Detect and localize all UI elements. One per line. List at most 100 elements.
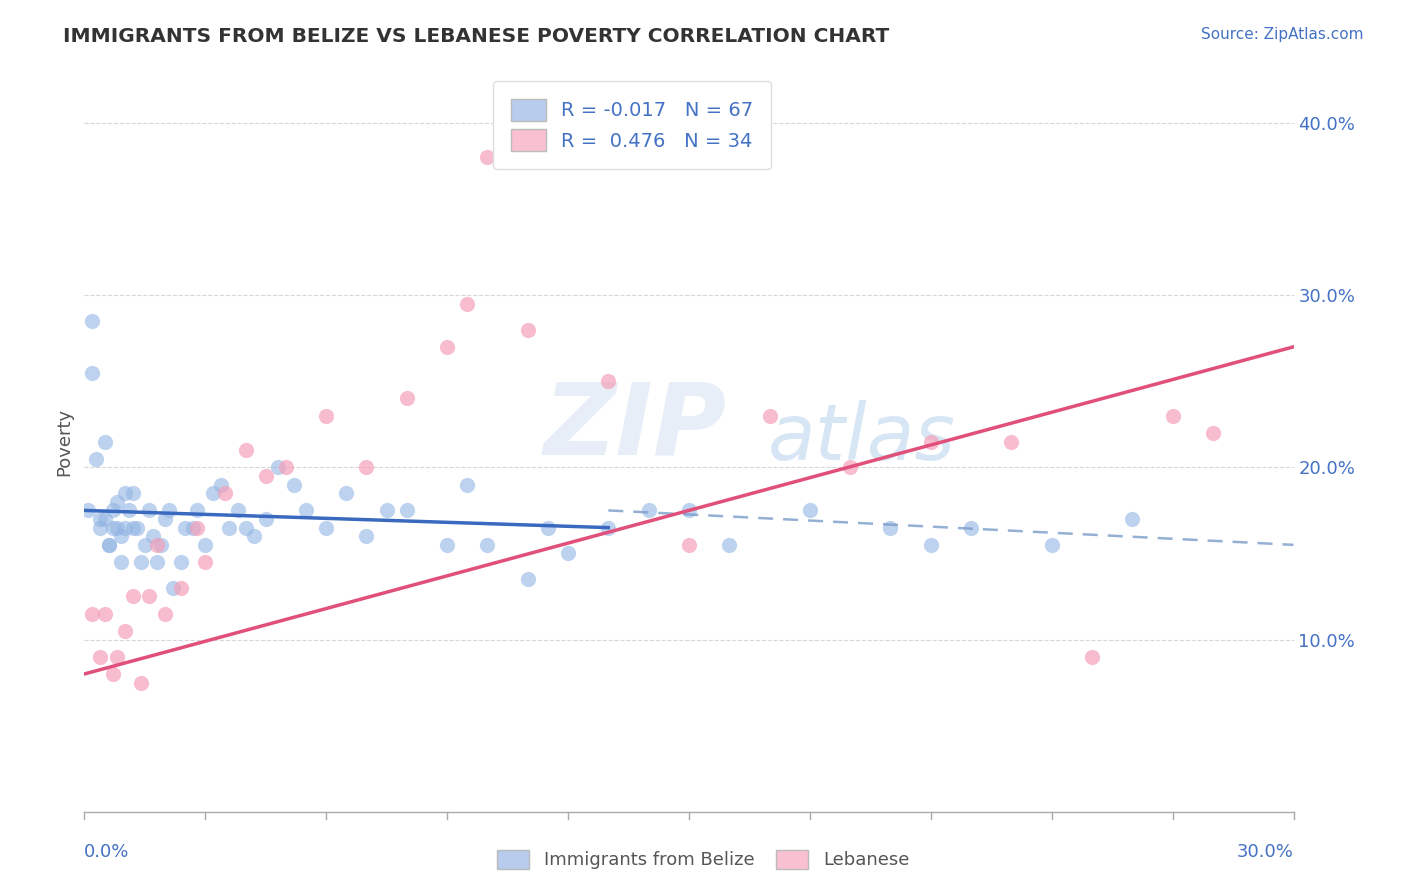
Text: 30.0%: 30.0% — [1237, 843, 1294, 861]
Point — [477, 151, 499, 165]
Point — [93, 512, 115, 526]
Point — [186, 503, 208, 517]
Point — [214, 486, 236, 500]
Point — [799, 503, 821, 517]
Point — [114, 624, 136, 638]
Point — [274, 460, 297, 475]
Point — [134, 538, 156, 552]
Point — [516, 572, 538, 586]
Point — [335, 486, 357, 500]
Text: ZIP: ZIP — [544, 378, 727, 475]
Point — [129, 675, 152, 690]
Point — [920, 434, 942, 449]
Text: Source: ZipAtlas.com: Source: ZipAtlas.com — [1201, 27, 1364, 42]
Point — [637, 503, 659, 517]
Point — [194, 555, 217, 569]
Point — [1202, 425, 1225, 440]
Point — [170, 555, 193, 569]
Point — [267, 460, 290, 475]
Text: IMMIGRANTS FROM BELIZE VS LEBANESE POVERTY CORRELATION CHART: IMMIGRANTS FROM BELIZE VS LEBANESE POVER… — [63, 27, 890, 45]
Point — [758, 409, 780, 423]
Legend: R = -0.017   N = 67, R =  0.476   N = 34: R = -0.017 N = 67, R = 0.476 N = 34 — [494, 81, 770, 169]
Point — [209, 477, 232, 491]
Point — [105, 521, 128, 535]
Point — [110, 529, 132, 543]
Point — [82, 366, 104, 380]
Point — [89, 649, 111, 664]
Point — [537, 521, 560, 535]
Point — [153, 607, 176, 621]
Point — [254, 469, 277, 483]
Point — [97, 538, 120, 552]
Point — [82, 314, 104, 328]
Point — [315, 521, 337, 535]
Point — [218, 521, 240, 535]
Point — [960, 521, 983, 535]
Point — [146, 538, 169, 552]
Point — [678, 538, 700, 552]
Point — [101, 521, 124, 535]
Point — [235, 443, 257, 458]
Point — [920, 538, 942, 552]
Point — [202, 486, 225, 500]
Point — [1121, 512, 1143, 526]
Point — [557, 546, 579, 560]
Point — [839, 460, 862, 475]
Point — [97, 538, 120, 552]
Point — [89, 521, 111, 535]
Point — [477, 538, 499, 552]
Point — [170, 581, 193, 595]
Point — [174, 521, 197, 535]
Point — [105, 649, 128, 664]
Point — [436, 340, 458, 354]
Point — [93, 434, 115, 449]
Point — [356, 529, 378, 543]
Point — [315, 409, 337, 423]
Point — [456, 297, 478, 311]
Point — [375, 503, 398, 517]
Point — [283, 477, 305, 491]
Point — [114, 486, 136, 500]
Point — [1000, 434, 1022, 449]
Text: 0.0%: 0.0% — [84, 843, 129, 861]
Point — [142, 529, 165, 543]
Point — [121, 486, 143, 500]
Point — [436, 538, 458, 552]
Point — [356, 460, 378, 475]
Point — [121, 590, 143, 604]
Point — [678, 503, 700, 517]
Point — [1040, 538, 1063, 552]
Point — [1161, 409, 1184, 423]
Point — [718, 538, 741, 552]
Point — [295, 503, 318, 517]
Point — [129, 555, 152, 569]
Point — [598, 374, 620, 388]
Point — [456, 477, 478, 491]
Point — [125, 521, 148, 535]
Point — [138, 590, 160, 604]
Point — [82, 607, 104, 621]
Y-axis label: Poverty: Poverty — [55, 408, 73, 475]
Point — [194, 538, 217, 552]
Point — [395, 392, 418, 406]
Point — [86, 451, 108, 466]
Point — [101, 667, 124, 681]
Point — [146, 555, 169, 569]
Point — [1081, 649, 1104, 664]
Point — [186, 521, 208, 535]
Point — [395, 503, 418, 517]
Point — [235, 521, 257, 535]
Point — [121, 521, 143, 535]
Point — [138, 503, 160, 517]
Point — [162, 581, 184, 595]
Point — [598, 521, 620, 535]
Point — [226, 503, 249, 517]
Point — [89, 512, 111, 526]
Point — [879, 521, 901, 535]
Point — [181, 521, 204, 535]
Point — [105, 495, 128, 509]
Point — [93, 607, 115, 621]
Point — [157, 503, 180, 517]
Point — [101, 503, 124, 517]
Point — [114, 521, 136, 535]
